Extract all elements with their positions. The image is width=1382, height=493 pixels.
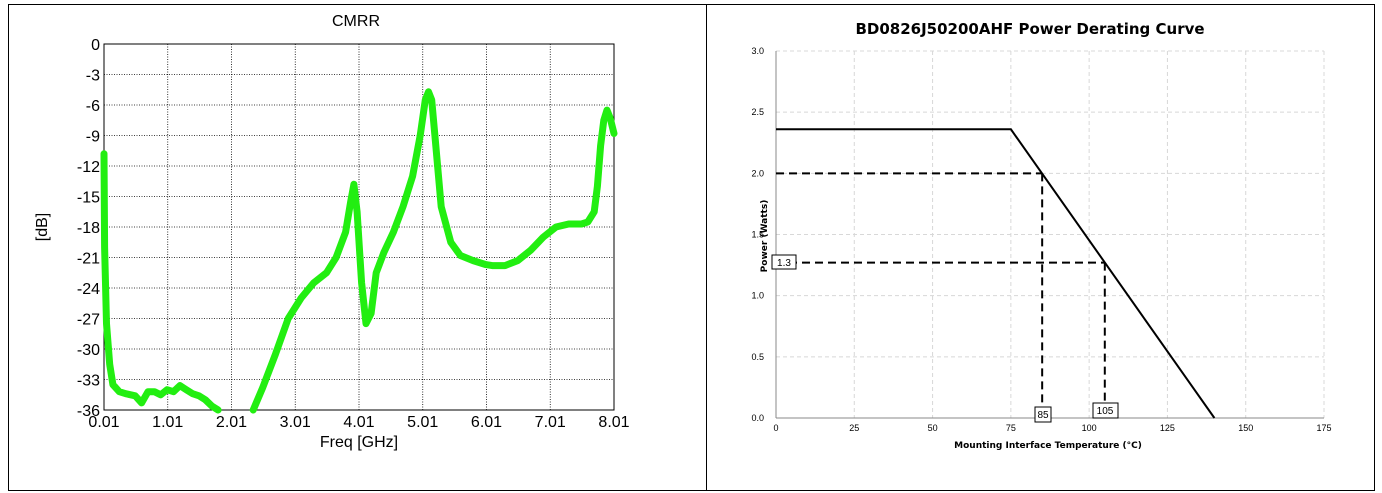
cmrr-x-tick-label: 1.01 (152, 414, 183, 431)
cmrr-x-ticks: 0.01 1.01 2.01 3.01 4.01 5.01 6.01 7.01 8.01 (88, 414, 629, 431)
cmrr-y-tick-label: -30 (77, 342, 100, 359)
panel-divider (706, 4, 707, 491)
cmrr-y-tick-label: -6 (86, 98, 100, 115)
cmrr-x-tick-label: 0.01 (88, 414, 119, 431)
cmrr-y-tick-label: -27 (77, 312, 100, 329)
cmrr-chart: CMRR 0-3-6-9-12-15-18-21-24-27-30-33-36 … (34, 13, 630, 451)
cmrr-x-tick-label: 3.01 (280, 414, 311, 431)
cmrr-series-line (100, 88, 618, 414)
cmrr-y-tick-label: 0 (91, 37, 100, 54)
cmrr-y-axis-label: [dB] (34, 213, 51, 241)
cmrr-y-tick-label: -33 (77, 373, 100, 390)
cmrr-y-tick-label: -15 (77, 190, 100, 207)
cmrr-x-axis-label: Freq [GHz] (320, 434, 398, 451)
cmrr-grid (104, 44, 614, 410)
cmrr-y-tick-label: -24 (77, 281, 100, 298)
cmrr-y-ticks: 0 -3 -6 -9 -12 -15 -18 -21 -24 -27 -30 -33 -36 (77, 37, 100, 420)
cmrr-x-tick-label: 7.01 (535, 414, 566, 431)
cmrr-y-tick-label: -9 (86, 129, 100, 146)
cmrr-y-tick-label: -18 (77, 220, 100, 237)
cmrr-y-tick-label: -12 (77, 159, 100, 176)
cmrr-x-tick-label: 6.01 (471, 414, 502, 431)
cmrr-y-tick-label: -3 (86, 68, 100, 85)
cmrr-y-tick-label: -21 (77, 251, 100, 268)
cmrr-x-tick-label: 4.01 (343, 414, 374, 431)
cmrr-x-tick-label: 2.01 (216, 414, 247, 431)
cmrr-y-tick-label: -36 (77, 403, 100, 420)
figure-frame (8, 4, 1375, 491)
cmrr-x-tick-label: 8.01 (598, 414, 629, 431)
cmrr-title: CMRR (332, 13, 380, 30)
cmrr-x-tick-label: 5.01 (407, 414, 438, 431)
